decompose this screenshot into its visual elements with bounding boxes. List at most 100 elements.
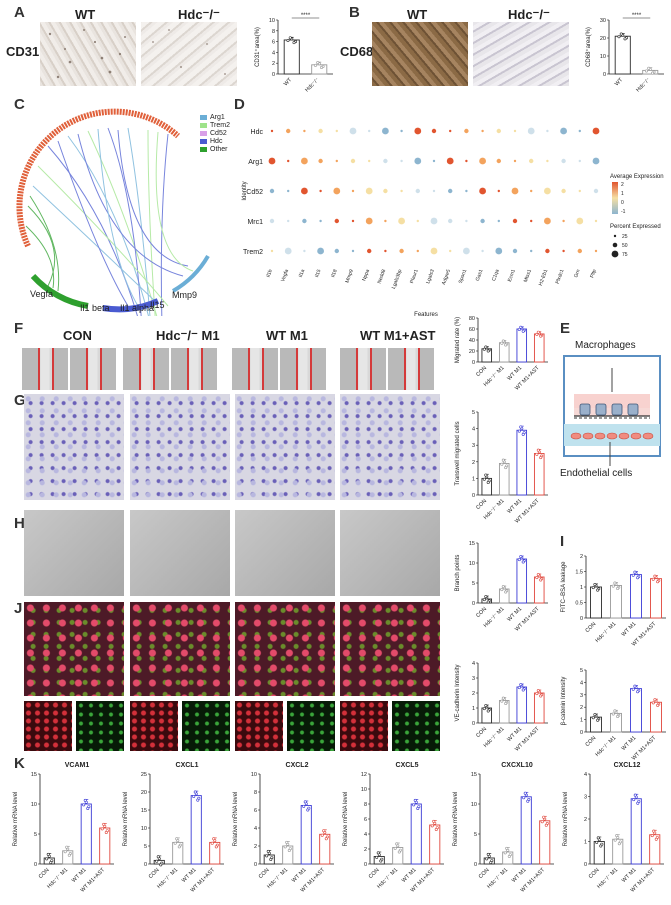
- expression-dot: [399, 248, 404, 254]
- x-tick-label: WT M1: [506, 365, 523, 382]
- significance-label: ****: [632, 13, 642, 19]
- expression-dot: [382, 127, 389, 135]
- y-tick-label: 0: [472, 360, 475, 366]
- chord-link: [87, 130, 158, 316]
- y-tick-label: 5: [472, 410, 475, 416]
- panel-c-label-il15: Il15: [150, 300, 165, 310]
- expression-dot: [496, 128, 501, 134]
- data-point: [633, 684, 637, 688]
- scratch-border-line: [261, 348, 264, 390]
- panel-c-legend: Arg1 Trem2 Cd52 Hdc Other: [200, 114, 230, 154]
- expression-dot: [287, 189, 290, 193]
- data-point: [210, 841, 214, 845]
- data-point: [316, 61, 320, 65]
- scratch-border-line: [187, 348, 190, 390]
- legend-label: Hdc: [210, 138, 223, 145]
- y-tick-label: 4: [254, 826, 257, 832]
- chart-title: VCAM1: [65, 762, 90, 769]
- expression-dot: [593, 188, 599, 194]
- y-tick-label: 1: [472, 476, 475, 482]
- fluorescence-channel-image-1: [76, 701, 124, 751]
- y-tick-label: 4: [472, 427, 475, 433]
- y-axis-label: Relative mRNA level: [233, 792, 239, 847]
- data-point: [507, 855, 511, 859]
- y-tick-label: 4: [584, 772, 587, 778]
- x-tick-label: Hdc⁻/⁻: [304, 77, 320, 93]
- expression-dot: [416, 249, 419, 253]
- significance-label: ****: [301, 13, 311, 19]
- feature-label: Plxdc1: [555, 268, 566, 284]
- y-tick-label: 5: [34, 832, 37, 838]
- y-tick-label: 3: [472, 443, 475, 449]
- data-point: [519, 425, 523, 429]
- feature-label: Ecm1: [507, 268, 517, 282]
- feature-label: Mmp9: [344, 268, 354, 283]
- tube-image-0: [24, 510, 124, 596]
- chord-link: [77, 133, 184, 277]
- legend-item-other: Other: [200, 146, 230, 153]
- data-point: [595, 840, 599, 844]
- chord-outer-arc-il1: [102, 298, 160, 313]
- data-point: [636, 801, 640, 805]
- y-tick-label: 10: [600, 54, 606, 60]
- data-point: [611, 584, 615, 588]
- data-point: [287, 849, 291, 853]
- y-axis-label: Migrated rate (%): [455, 317, 461, 363]
- panel-e-label-endothelial: Endothelial cells: [560, 468, 633, 479]
- bar: [533, 453, 545, 496]
- chord-link: [57, 140, 129, 307]
- bar: [650, 701, 662, 733]
- y-axis-label: VE-cadherin Intensity: [455, 664, 461, 721]
- fluorescence-merge-image-2: [235, 602, 335, 696]
- chord-link: [97, 128, 139, 307]
- feature-label: Pltp: [589, 268, 598, 278]
- data-point: [192, 794, 196, 798]
- y-tick-label: 15: [141, 808, 147, 814]
- panel-letter-i: I: [560, 533, 565, 550]
- data-point: [535, 452, 539, 456]
- chord-outer-arc-vegfa: [30, 273, 89, 309]
- data-point: [535, 692, 539, 696]
- y-axis-label: Transwell migrated cells: [455, 421, 461, 485]
- data-point: [521, 432, 525, 436]
- data-point: [505, 846, 509, 850]
- y-tick-label: 2: [584, 817, 587, 823]
- y-tick-label: 1: [580, 585, 583, 591]
- y-axis-label: Relative mRNA level: [453, 792, 459, 847]
- avg-tick-label: -1: [621, 209, 626, 215]
- y-tick-label: 25: [141, 772, 147, 778]
- bar: [610, 585, 622, 619]
- panel-a-ko-texture: [152, 29, 226, 75]
- data-point: [636, 576, 640, 580]
- avg-tick-label: 1: [621, 191, 624, 197]
- panel-a-bar-chart: 0 2 4 6 8 10 WT Hdc⁻/⁻ CD31⁺area(%) ****: [254, 13, 333, 94]
- x-tick-label: CON: [475, 726, 488, 739]
- feature-label: Spon1: [458, 268, 469, 284]
- expression-dot: [268, 157, 276, 165]
- scratch-border-line: [200, 348, 203, 390]
- data-point: [320, 833, 324, 837]
- panel-c-label-il1b: Il1 beta: [80, 303, 110, 313]
- data-point: [484, 704, 488, 708]
- data-point: [486, 349, 490, 353]
- data-point: [613, 581, 617, 585]
- bar: [498, 463, 510, 496]
- panel-a-wt-label: WT: [75, 7, 96, 22]
- data-point: [656, 703, 660, 707]
- data-point: [484, 345, 488, 349]
- data-point: [489, 861, 493, 865]
- y-tick-label: 6: [272, 40, 275, 46]
- data-point: [617, 842, 621, 846]
- data-point: [523, 791, 527, 795]
- x-tick-label: CON: [258, 867, 271, 880]
- data-point: [432, 819, 436, 823]
- data-point: [67, 853, 71, 857]
- y-tick-label: 1: [580, 718, 583, 724]
- y-tick-label: 10: [361, 787, 367, 793]
- panel-a-ko-label: Hdc⁻/⁻: [178, 7, 220, 22]
- expression-dot: [416, 219, 419, 223]
- expression-dot: [415, 188, 420, 194]
- expression-dot: [335, 159, 338, 163]
